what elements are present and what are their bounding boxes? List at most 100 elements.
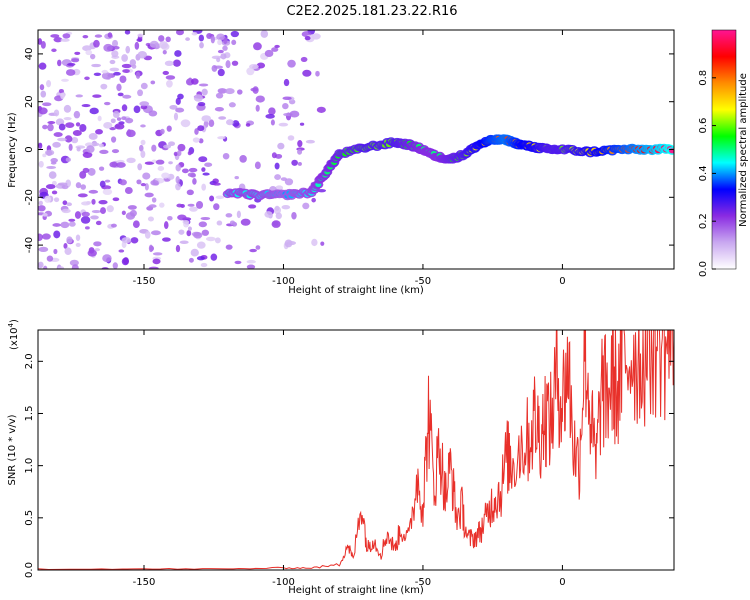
noise-speck (311, 238, 318, 247)
noise-speck (197, 125, 205, 132)
colorbar-gradient (711, 29, 737, 270)
noise-speck (198, 221, 208, 228)
noise-speck (272, 221, 279, 227)
noise-speck (139, 144, 144, 152)
noise-speck (121, 54, 128, 62)
noise-speck (209, 195, 215, 202)
noise-speck (175, 175, 180, 184)
noise-speck (201, 167, 206, 172)
noise-speck (81, 211, 90, 217)
noise-speck (198, 34, 205, 42)
noise-speck (53, 248, 58, 255)
noise-speck (168, 161, 173, 165)
noise-speck (255, 104, 260, 112)
noise-speck (205, 236, 216, 242)
noise-speck (116, 83, 122, 92)
noise-speck (129, 59, 137, 67)
noise-speck (202, 172, 210, 176)
spectrogram-x-ticks: -150 -100 -50 0 (133, 30, 566, 287)
noise-speck (72, 130, 82, 136)
noise-speck (278, 122, 289, 127)
noise-speck (302, 202, 310, 210)
noise-speck (80, 216, 91, 224)
colorbar-ticks: 0.0 0.2 0.4 0.6 0.8 (698, 70, 716, 277)
noise-speck (214, 237, 221, 244)
colorbar-tick-label: 0.8 (698, 70, 709, 86)
noise-speck (180, 119, 191, 128)
noise-speck (75, 122, 81, 127)
noise-speck (107, 32, 113, 38)
noise-speck (52, 141, 61, 148)
noise-speck (213, 203, 220, 211)
noise-speck (187, 226, 192, 231)
noise-speck (192, 178, 197, 185)
noise-speck (98, 166, 105, 171)
y-tick-label: 2.0 (24, 353, 35, 369)
noise-speck (255, 95, 265, 103)
noise-speck (163, 144, 172, 149)
noise-speck (123, 257, 129, 265)
x-tick-label: -100 (272, 577, 295, 588)
noise-speck (232, 120, 240, 127)
x-tick-label: -150 (133, 276, 156, 287)
noise-speck (65, 122, 75, 129)
noise-speck (253, 42, 262, 51)
noise-speck (124, 30, 131, 35)
noise-speck (274, 44, 280, 48)
noise-speck (274, 205, 280, 211)
noise-speck (229, 220, 236, 226)
noise-speck (231, 39, 237, 45)
noise-speck (287, 59, 296, 68)
noise-speck (82, 45, 92, 52)
noise-speck (197, 102, 206, 107)
noise-speck (90, 215, 99, 220)
noise-speck (168, 141, 176, 147)
noise-speck (316, 106, 326, 113)
noise-speck (206, 33, 213, 39)
noise-speck (177, 93, 184, 100)
noise-speck (297, 161, 302, 166)
noise-speck (91, 63, 101, 68)
noise-speck (75, 242, 81, 248)
noise-speck (58, 123, 66, 131)
noise-speck (198, 83, 209, 87)
noise-speck (260, 30, 269, 38)
noise-speck (286, 240, 297, 246)
noise-speck (210, 253, 218, 261)
y-tick-label: 0.0 (24, 562, 35, 578)
y-tick-label: -20 (24, 189, 35, 205)
noise-speck (150, 179, 159, 186)
noise-speck (109, 161, 118, 168)
noise-speck (84, 76, 90, 81)
noise-speck (63, 104, 72, 113)
noise-speck (75, 94, 84, 98)
noise-speck (122, 69, 130, 73)
noise-speck (282, 96, 292, 101)
x-tick-label: -150 (133, 577, 156, 588)
noise-speck (53, 197, 60, 203)
noise-speck (77, 193, 88, 198)
noise-speck (112, 262, 118, 269)
noise-speck (111, 149, 120, 154)
noise-speck (186, 230, 192, 237)
noise-speck (80, 184, 87, 190)
noise-speck (284, 178, 294, 186)
noise-speck (133, 105, 141, 114)
noise-speck (181, 168, 189, 174)
noise-speck (222, 45, 228, 51)
noise-speck (187, 203, 195, 207)
noise-speck (136, 179, 142, 185)
noise-speck (161, 172, 170, 179)
noise-speck (182, 220, 190, 225)
noise-speck (46, 80, 52, 88)
noise-speck (51, 180, 57, 186)
spectrogram-y-axis-label: Frequency (Hz) (7, 112, 18, 188)
noise-speck (196, 241, 206, 249)
noise-speck (140, 183, 146, 187)
noise-speck (199, 42, 204, 49)
colorbar-tick-label: 0.6 (698, 118, 709, 134)
noise-speck (246, 259, 256, 264)
noise-speck (249, 248, 257, 253)
noise-speck (299, 122, 305, 126)
noise-speck (311, 197, 316, 203)
